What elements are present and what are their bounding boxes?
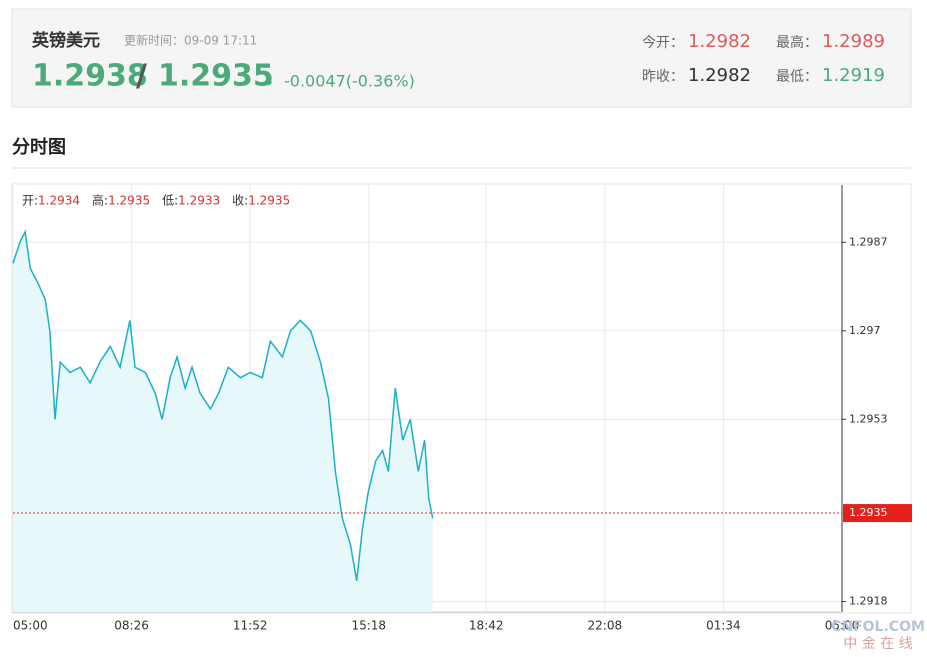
high: 1.2989: [822, 31, 885, 52]
ask: 1.2935: [158, 59, 274, 94]
quote-panel: [11, 8, 912, 108]
y-tick-label: 1.297: [849, 324, 881, 337]
y-tick-label: 1.2953: [849, 412, 888, 425]
down-arrow: ↓: [262, 71, 275, 90]
y-tick-label: 1.2918: [849, 595, 888, 608]
low-label: 最低：: [776, 69, 818, 85]
x-tick-label: 22:08: [588, 619, 623, 633]
update-time: 更新时间：09-09 17:11: [124, 33, 257, 48]
x-tick-label: 05:00: [13, 619, 48, 633]
ohlc-label: 低:: [162, 194, 178, 208]
ohlc-label: 开:: [22, 194, 38, 208]
watermark: CNFOL.COM: [831, 619, 925, 635]
open: 1.2982: [688, 31, 751, 52]
low: 1.2919: [822, 65, 885, 86]
ohlc-value: 1.2935: [248, 194, 290, 208]
prev-label: 昨收：: [642, 69, 684, 85]
bid: 1.2938: [32, 59, 148, 94]
last-price-tag: [843, 504, 912, 523]
ohlc-label: 收:: [232, 194, 248, 208]
plot-frame: [11, 183, 912, 614]
x-tick-label: 15:18: [351, 619, 386, 633]
high-label: 最高：: [776, 34, 818, 51]
symbol: 英镑美元: [32, 30, 100, 51]
x-tick-label: 01:34: [706, 619, 741, 633]
change: -0.0047(-0.36%): [284, 72, 415, 91]
section-title: 分时图: [12, 137, 66, 158]
separator: /: [136, 59, 147, 94]
y-tick-label: 1.2987: [849, 235, 888, 248]
x-tick-label: 18:42: [469, 619, 504, 633]
ohlc-value: 1.2935: [108, 194, 150, 208]
ohlc-label: 高:: [92, 193, 108, 208]
x-tick-label: 08:26: [114, 619, 149, 633]
open-label: 今开：: [642, 35, 684, 51]
ohlc-value: 1.2933: [178, 194, 220, 208]
area: [13, 231, 433, 613]
watermark: 中 金 在 线: [843, 636, 912, 652]
x-tick-label: 05:00: [825, 619, 860, 633]
price-line: [12, 229, 434, 581]
last-price-label: 1.2935: [849, 506, 888, 519]
prev-close: 1.2982: [688, 65, 751, 86]
x-tick-label: 11:52: [233, 619, 268, 633]
ohlc-value: 1.2934: [38, 194, 80, 208]
